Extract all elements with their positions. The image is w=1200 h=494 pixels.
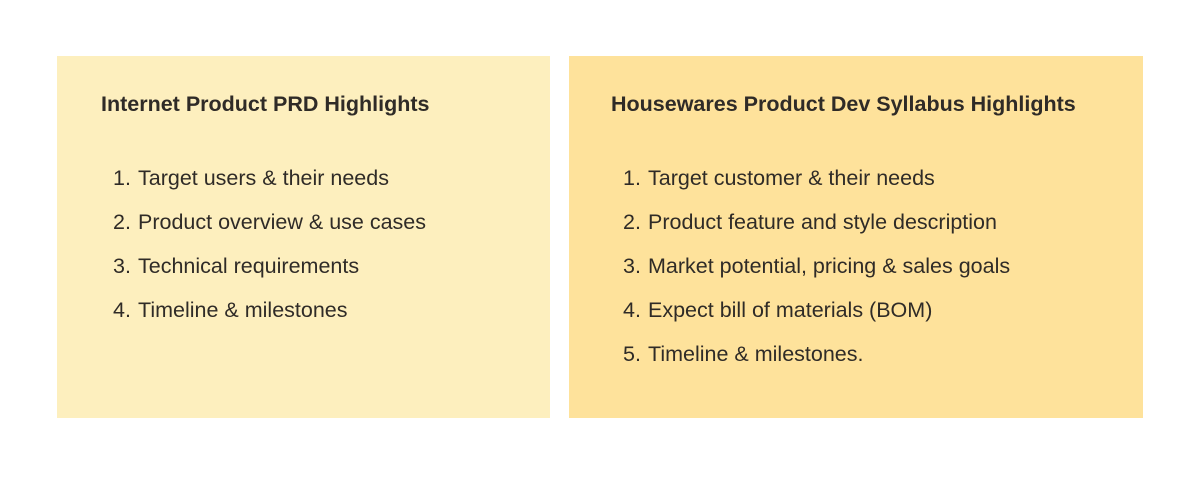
list-item: 5. Timeline & milestones.	[623, 332, 1143, 376]
list-item-text: Timeline & milestones	[138, 298, 348, 322]
list-item-number: 2.	[623, 210, 641, 234]
list-item: 1. Target users & their needs	[113, 156, 550, 200]
list-item-text: Target customer & their needs	[648, 166, 935, 190]
list-item-number: 3.	[113, 254, 131, 278]
list-item: 2. Product overview & use cases	[113, 200, 550, 244]
prd-highlights-card: Internet Product PRD Highlights 1. Target…	[57, 56, 550, 418]
list-item-number: 1.	[113, 166, 131, 190]
prd-highlights-title: Internet Product PRD Highlights	[101, 92, 430, 116]
list-item: 1. Target customer & their needs	[623, 156, 1143, 200]
list-item-text: Product feature and style description	[648, 210, 997, 234]
list-item: 3. Technical requirements	[113, 244, 550, 288]
list-item-text: Timeline & milestones.	[648, 342, 864, 366]
list-item-number: 3.	[623, 254, 641, 278]
housewares-syllabus-title: Housewares Product Dev Syllabus Highligh…	[611, 92, 1076, 116]
list-item-text: Market potential, pricing & sales goals	[648, 254, 1011, 278]
list-item-text: Expect bill of materials (BOM)	[648, 298, 933, 322]
list-item-number: 5.	[623, 342, 641, 366]
prd-highlights-list: 1. Target users & their needs 2. Product o…	[113, 156, 550, 332]
list-item-text: Product overview & use cases	[138, 210, 426, 234]
list-item: 4. Timeline & milestones	[113, 288, 550, 332]
list-item-text: Target users & their needs	[138, 166, 389, 190]
list-item-text: Technical requirements	[138, 254, 360, 278]
list-item: 3. Market potential, pricing & sales goal…	[623, 244, 1143, 288]
list-item: 4. Expect bill of materials (BOM)	[623, 288, 1143, 332]
housewares-syllabus-list: 1. Target customer & their needs 2. Produc…	[623, 156, 1143, 376]
list-item-number: 1.	[623, 166, 641, 190]
housewares-syllabus-card: Housewares Product Dev Syllabus Highligh…	[569, 56, 1143, 418]
list-item-number: 4.	[623, 298, 641, 322]
list-item-number: 4.	[113, 298, 131, 322]
list-item: 2. Product feature and style description	[623, 200, 1143, 244]
list-item-number: 2.	[113, 210, 131, 234]
